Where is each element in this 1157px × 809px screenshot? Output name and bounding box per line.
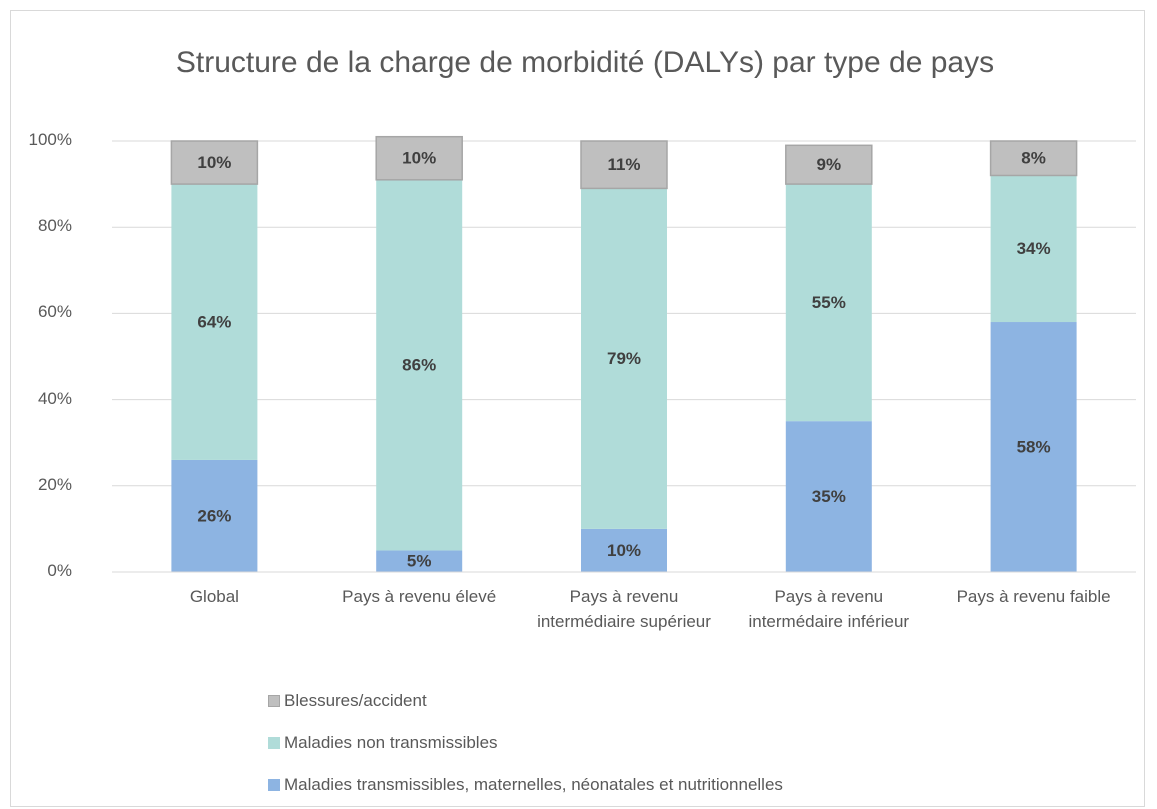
legend-label: Maladies non transmissibles: [284, 733, 498, 752]
data-label: 10%: [607, 541, 641, 560]
legend-item: Maladies non transmissibles: [268, 732, 498, 754]
data-label: 35%: [812, 487, 846, 506]
data-label: 11%: [607, 155, 640, 174]
bar-segment: [376, 179, 463, 551]
y-tick-label: 40%: [37, 388, 72, 408]
legend-swatch: [268, 737, 280, 749]
y-tick-label: 20%: [37, 474, 72, 494]
bar-segment: [581, 188, 667, 529]
data-label: 9%: [817, 155, 842, 174]
bar-segment: [785, 421, 872, 572]
x-tick-label: Pays à revenu faible: [956, 587, 1111, 606]
data-label: 5%: [407, 552, 432, 571]
x-tick-label: Global: [189, 587, 239, 606]
data-label: 86%: [402, 356, 436, 375]
bar-segment: [171, 184, 258, 460]
x-tick-label: Pays à revenu intermédaire inférieur: [748, 587, 910, 631]
bar-segment: [171, 459, 258, 572]
data-label: 79%: [607, 349, 641, 368]
bar-segment: [376, 550, 463, 572]
legend-label: Maladies transmissibles, maternelles, né…: [284, 775, 783, 794]
bar-segment: [990, 175, 1077, 323]
bar-segment: [989, 140, 1078, 177]
bar-segment: [581, 528, 667, 572]
bar-segment: [375, 135, 463, 181]
legend-item: Maladies transmissibles, maternelles, né…: [268, 774, 783, 796]
y-tick-label: 100%: [28, 130, 72, 149]
data-label: 58%: [1017, 437, 1051, 456]
legend-swatch: [268, 695, 280, 707]
x-tick-label: Pays à revenu élevé: [342, 587, 497, 606]
chart-title: Structure de la charge de morbidité (DAL…: [175, 46, 995, 79]
legend-item: Blessures/accident: [268, 690, 427, 712]
bar-segment: [580, 140, 668, 190]
y-tick-label: 0%: [47, 561, 72, 580]
legend-label: Blessures/accident: [284, 691, 427, 710]
bar-segment: [785, 184, 872, 422]
data-label: 34%: [1017, 239, 1051, 258]
data-label: 8%: [1021, 149, 1046, 168]
data-label: 55%: [812, 293, 846, 312]
y-tick-label: 60%: [37, 302, 72, 322]
data-label: 64%: [197, 313, 231, 332]
y-tick-label: 80%: [37, 216, 72, 236]
data-label: 10%: [402, 149, 436, 168]
legend-swatch: [268, 779, 280, 791]
bar-segment: [170, 140, 259, 185]
chart-frame: [10, 10, 1145, 807]
data-label: 10%: [197, 153, 231, 172]
bar-segment: [785, 144, 873, 185]
data-label: 26%: [197, 506, 231, 525]
x-tick-label: Pays à revenu intermédiaire supérieur: [537, 587, 711, 631]
bar-segment: [990, 322, 1077, 572]
